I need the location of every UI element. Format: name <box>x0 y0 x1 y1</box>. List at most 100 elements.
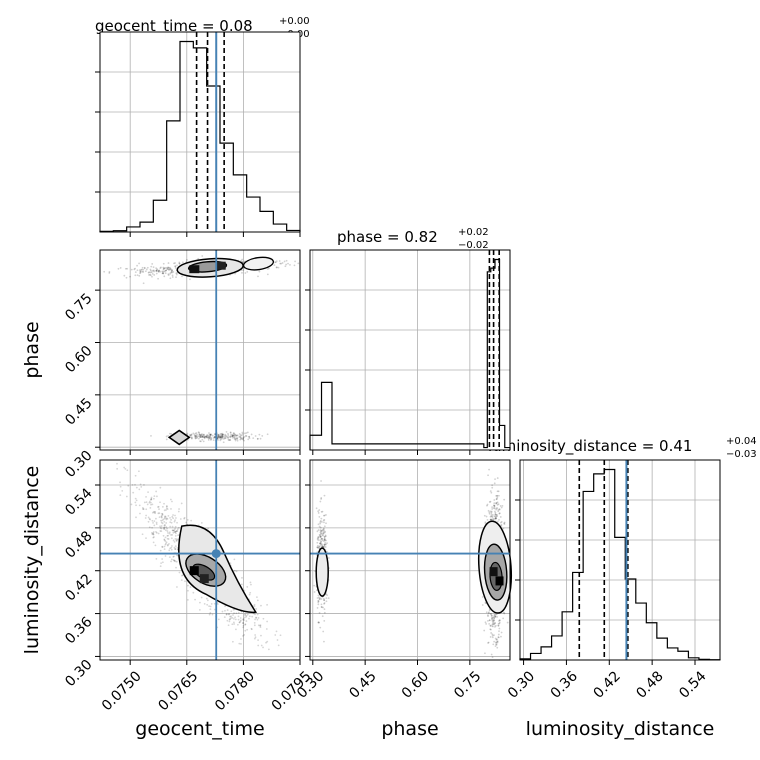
scatter-phase-luminosity-distance-pt-963 <box>495 638 498 641</box>
scatter-geocent-time-phase-pt-767 <box>261 435 264 437</box>
scatter-geocent-time-luminosity-distance-pt-828 <box>163 509 166 512</box>
scatter-phase-luminosity-distance-pt-372 <box>317 601 320 604</box>
scatter-geocent-time-luminosity-distance-pt-1075 <box>161 522 164 525</box>
hist-geocent-time-bar-4 <box>153 200 166 232</box>
scatter-geocent-time-luminosity-distance-pt-680 <box>236 623 239 626</box>
scatter-phase-luminosity-distance-pt-1410 <box>490 632 493 634</box>
scatter-phase-luminosity-distance-pt-1116 <box>490 513 493 516</box>
scatter-geocent-time-phase-pt-734 <box>232 434 235 436</box>
scatter-phase-luminosity-distance-pt-857 <box>492 616 495 618</box>
scatter-phase-luminosity-distance-pt-1287 <box>498 627 501 630</box>
scatter-phase-luminosity-distance-pt-397 <box>492 513 494 516</box>
xtick-label-luminosity-distance-2: 0.42 <box>591 668 624 701</box>
scatter-phase-luminosity-distance-pt-948 <box>496 494 499 497</box>
scatter-phase-luminosity-distance-pt-364 <box>320 598 323 600</box>
scatter-geocent-time-luminosity-distance-pt-407 <box>175 540 178 542</box>
scatter-geocent-time-luminosity-distance-pt-265 <box>192 591 195 594</box>
scatter-phase-luminosity-distance-pt-423 <box>503 498 506 501</box>
scatter-geocent-time-luminosity-distance-pt-663 <box>225 613 228 616</box>
scatter-phase-luminosity-distance-pt-98 <box>317 536 320 538</box>
scatter-geocent-time-luminosity-distance-pt-432 <box>244 623 247 626</box>
scatter-geocent-time-luminosity-distance-pt-242 <box>151 531 153 534</box>
scatter-geocent-time-phase-pt-525 <box>175 276 177 278</box>
scatter-geocent-time-phase-pt-914 <box>235 434 238 437</box>
scatter-geocent-time-luminosity-distance-pt-596 <box>161 545 164 548</box>
hist-geocent-time-bar-11 <box>247 197 260 232</box>
scatter-geocent-time-phase-pt-598 <box>108 272 111 274</box>
scatter-phase-luminosity-distance-pt-619 <box>497 490 500 493</box>
scatter-geocent-time-phase-pt-972 <box>223 436 226 439</box>
scatter-phase-luminosity-distance-pt-1196 <box>495 507 498 510</box>
scatter-phase-luminosity-distance-pt-978 <box>498 630 500 633</box>
scatter-geocent-time-phase-pt-773 <box>194 435 197 438</box>
scatter-geocent-time-phase-pt-840 <box>227 436 230 438</box>
scatter-phase-luminosity-distance-pt-639 <box>494 615 497 618</box>
scatter-geocent-time-phase-pt-988 <box>221 434 224 437</box>
scatter-phase-luminosity-distance-pt-348 <box>313 591 316 593</box>
scatter-geocent-time-phase-pt-735 <box>207 436 210 439</box>
scatter-geocent-time-phase-pt-834 <box>213 436 216 439</box>
scatter-geocent-time-phase-pt-582 <box>157 269 160 272</box>
scatter-geocent-time-phase-pt-765 <box>195 432 198 434</box>
scatter-phase-luminosity-distance-pt-630 <box>496 507 499 510</box>
scatter-geocent-time-luminosity-distance-pt-133 <box>240 583 243 586</box>
scatter-phase-luminosity-distance-pt-1416 <box>492 625 494 628</box>
scatter-geocent-time-phase-pt-706 <box>297 262 300 265</box>
scatter-geocent-time-luminosity-distance-pt-398 <box>259 624 262 627</box>
scatter-geocent-time-luminosity-distance-pt-525 <box>159 501 161 504</box>
scatter-geocent-time-luminosity-distance-pt-588 <box>207 527 210 530</box>
scatter-geocent-time-phase-pt-548 <box>143 266 146 269</box>
scatter-phase-luminosity-distance-pt-804 <box>489 515 492 518</box>
scatter-geocent-time-phase-pt-942 <box>207 439 210 441</box>
scatter-phase-luminosity-distance-pt-439 <box>501 504 504 507</box>
hist-luminosity-distance-bar-6 <box>583 491 594 660</box>
scatter-geocent-time-luminosity-distance-pt-905 <box>150 498 152 501</box>
scatter-geocent-time-phase-pt-508 <box>138 269 141 272</box>
scatter-geocent-time-luminosity-distance-pt-981 <box>242 626 245 629</box>
scatter-geocent-time-luminosity-distance-pt-251 <box>260 604 262 607</box>
scatter-geocent-time-luminosity-distance-pt-181 <box>246 586 249 588</box>
hist-luminosity-distance-bar-8 <box>604 470 615 660</box>
xtick-label-geocent-time-1: 0.0765 <box>155 668 201 714</box>
scatter-geocent-time-luminosity-distance-pt-500 <box>226 619 229 622</box>
scatter-phase-luminosity-distance-pt-126 <box>319 542 322 545</box>
scatter-geocent-time-luminosity-distance-pt-464 <box>181 574 184 577</box>
scatter-phase-luminosity-distance-pt-257 <box>323 545 326 547</box>
scatter-geocent-time-phase-pt-569 <box>162 272 164 275</box>
scatter-geocent-time-phase-pt-799 <box>236 434 239 437</box>
scatter-geocent-time-luminosity-distance-pt-120 <box>248 593 251 596</box>
scatter-phase-luminosity-distance-pt-1140 <box>497 520 499 523</box>
scatter-geocent-time-phase-pt-541 <box>166 268 169 270</box>
scatter-geocent-time-phase-pt-949 <box>221 436 224 439</box>
scatter-geocent-time-luminosity-distance-pt-803 <box>151 526 153 529</box>
scatter-geocent-time-phase-pt-576 <box>167 274 170 277</box>
scatter-phase-luminosity-distance-pt-220 <box>323 539 326 542</box>
scatter-geocent-time-phase-pt-923 <box>222 441 225 444</box>
scatter-phase-luminosity-distance-pt-210 <box>319 531 322 534</box>
scatter-geocent-time-phase-pt-649 <box>285 263 288 266</box>
scatter-geocent-time-luminosity-distance-pt-517 <box>243 616 246 619</box>
scatter-geocent-time-phase-pt-944 <box>194 437 197 440</box>
scatter-geocent-time-luminosity-distance-pt-203 <box>165 518 168 521</box>
scatter-geocent-time-luminosity-distance-pt-856 <box>229 562 232 565</box>
scatter-phase-luminosity-distance-pt-90 <box>325 539 327 542</box>
scatter-geocent-time-luminosity-distance-pt-670 <box>165 542 167 545</box>
scatter-geocent-time-phase-pt-518 <box>157 277 159 280</box>
scatter-phase-luminosity-distance <box>305 459 513 665</box>
scatter-geocent-time-phase-pt-864 <box>206 434 209 436</box>
scatter-geocent-time-phase-pt-948 <box>199 440 201 443</box>
scatter-geocent-time-phase-pt-868 <box>190 434 193 436</box>
scatter-geocent-time-luminosity-distance-pt-592 <box>203 602 206 605</box>
scatter-phase-luminosity-distance-pt-232 <box>319 597 322 600</box>
scatter-geocent-time-luminosity-distance-pt-955 <box>235 570 238 573</box>
scatter-geocent-time-phase-pt-659 <box>258 270 261 273</box>
scatter-geocent-time-phase-pt-504 <box>155 269 158 272</box>
scatter-phase-luminosity-distance-pt-102 <box>322 546 325 549</box>
scatter-geocent-time-phase-pt-913 <box>206 435 208 438</box>
scatter-geocent-time-luminosity-distance-pt-292 <box>257 617 260 619</box>
scatter-geocent-time-phase-pt-766 <box>221 436 223 439</box>
scatter-geocent-time-phase-pt-884 <box>203 437 206 440</box>
scatter-geocent-time-phase-pt-820 <box>229 439 232 441</box>
scatter-phase-luminosity-distance-pt-306 <box>324 534 327 537</box>
xtick-label-luminosity-distance-3: 0.48 <box>633 668 666 701</box>
